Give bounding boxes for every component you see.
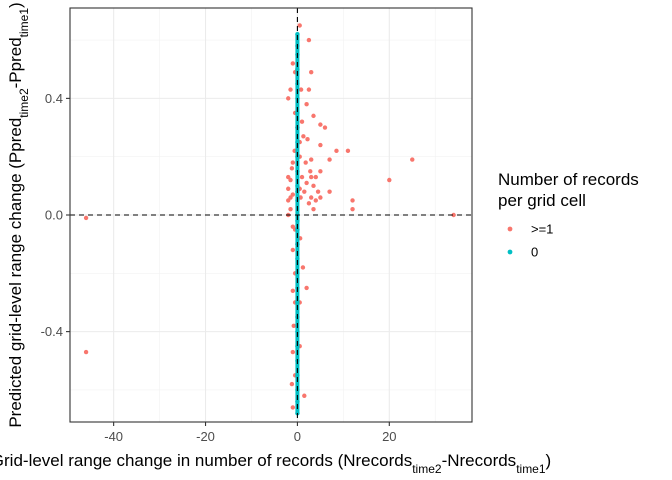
- data-point: [327, 189, 332, 194]
- legend-label: 0: [531, 245, 538, 260]
- data-point: [302, 393, 307, 398]
- data-point: [306, 87, 312, 92]
- data-point: [286, 174, 291, 180]
- data-point: [345, 148, 351, 154]
- data-point: [290, 224, 296, 229]
- legend-key: [507, 249, 513, 255]
- data-point: [298, 195, 303, 200]
- data-points: [83, 23, 456, 416]
- data-point: [311, 206, 316, 212]
- data-point: [318, 122, 323, 127]
- data-point: [308, 169, 313, 174]
- data-point: [309, 174, 314, 180]
- x-tick-label: 20: [382, 429, 396, 444]
- data-point: [311, 113, 316, 119]
- data-point: [302, 189, 307, 194]
- data-point: [301, 134, 306, 139]
- legend-key: [507, 226, 513, 232]
- data-point: [290, 247, 296, 253]
- y-axis-ticks: -0.4 0.0 0.4: [41, 91, 70, 339]
- x-tick-label: -20: [196, 429, 215, 444]
- data-point: [313, 198, 318, 203]
- y-axis-title: Predicted grid-level range change (Ppred…: [6, 2, 31, 427]
- data-point: [309, 157, 314, 162]
- data-point: [299, 119, 305, 124]
- data-point: [299, 174, 305, 180]
- data-point: [309, 69, 314, 75]
- data-point: [350, 206, 355, 212]
- data-point: [290, 288, 296, 293]
- x-tick-label: 0: [294, 429, 301, 444]
- data-point: [83, 215, 89, 221]
- data-point: [289, 381, 295, 387]
- data-point: [288, 87, 293, 92]
- data-point: [306, 37, 312, 43]
- legend-title-line: per grid cell: [498, 191, 586, 210]
- data-point: [286, 96, 291, 101]
- data-point: [304, 285, 309, 291]
- data-point: [286, 186, 291, 191]
- y-tick-label: 0.0: [45, 208, 63, 223]
- data-point: [311, 183, 316, 189]
- x-axis-title: Grid-level range change in number of rec…: [0, 451, 551, 476]
- data-point: [318, 142, 323, 148]
- y-tick-label: -0.4: [41, 324, 63, 339]
- data-point: [451, 212, 456, 218]
- y-tick-label: 0.4: [45, 91, 63, 106]
- series-one-or-more-records: [83, 23, 456, 410]
- x-axis-ticks: -40 -20 0 20: [104, 422, 397, 444]
- data-point: [309, 195, 314, 200]
- reference-lines: [70, 8, 472, 422]
- data-point: [315, 189, 321, 194]
- data-point: [300, 265, 306, 270]
- data-point: [318, 195, 323, 200]
- data-point: [322, 125, 328, 130]
- data-point: [350, 198, 355, 203]
- legend-title-line: Number of records: [498, 170, 639, 189]
- data-point: [290, 160, 296, 165]
- data-point: [83, 349, 89, 355]
- data-point: [410, 157, 415, 162]
- data-point: [387, 177, 392, 183]
- data-point: [304, 102, 309, 107]
- data-point: [313, 174, 318, 180]
- data-point: [298, 87, 304, 92]
- legend-label: >=1: [531, 222, 553, 237]
- data-point: [288, 195, 293, 200]
- data-point: [334, 148, 339, 154]
- data-point: [290, 349, 296, 355]
- data-point: [290, 61, 296, 66]
- data-point: [289, 166, 295, 171]
- x-tick-label: -40: [104, 429, 123, 444]
- data-point: [290, 405, 296, 410]
- data-point: [297, 23, 302, 28]
- data-point: [306, 201, 312, 206]
- data-point: [318, 169, 323, 174]
- data-point: [288, 206, 293, 212]
- data-point: [305, 137, 310, 142]
- data-point: [291, 323, 296, 328]
- data-point: [304, 180, 309, 186]
- legend: Number of records per grid cell >=1 0: [498, 170, 639, 260]
- data-point: [327, 157, 332, 162]
- data-point: [303, 160, 308, 165]
